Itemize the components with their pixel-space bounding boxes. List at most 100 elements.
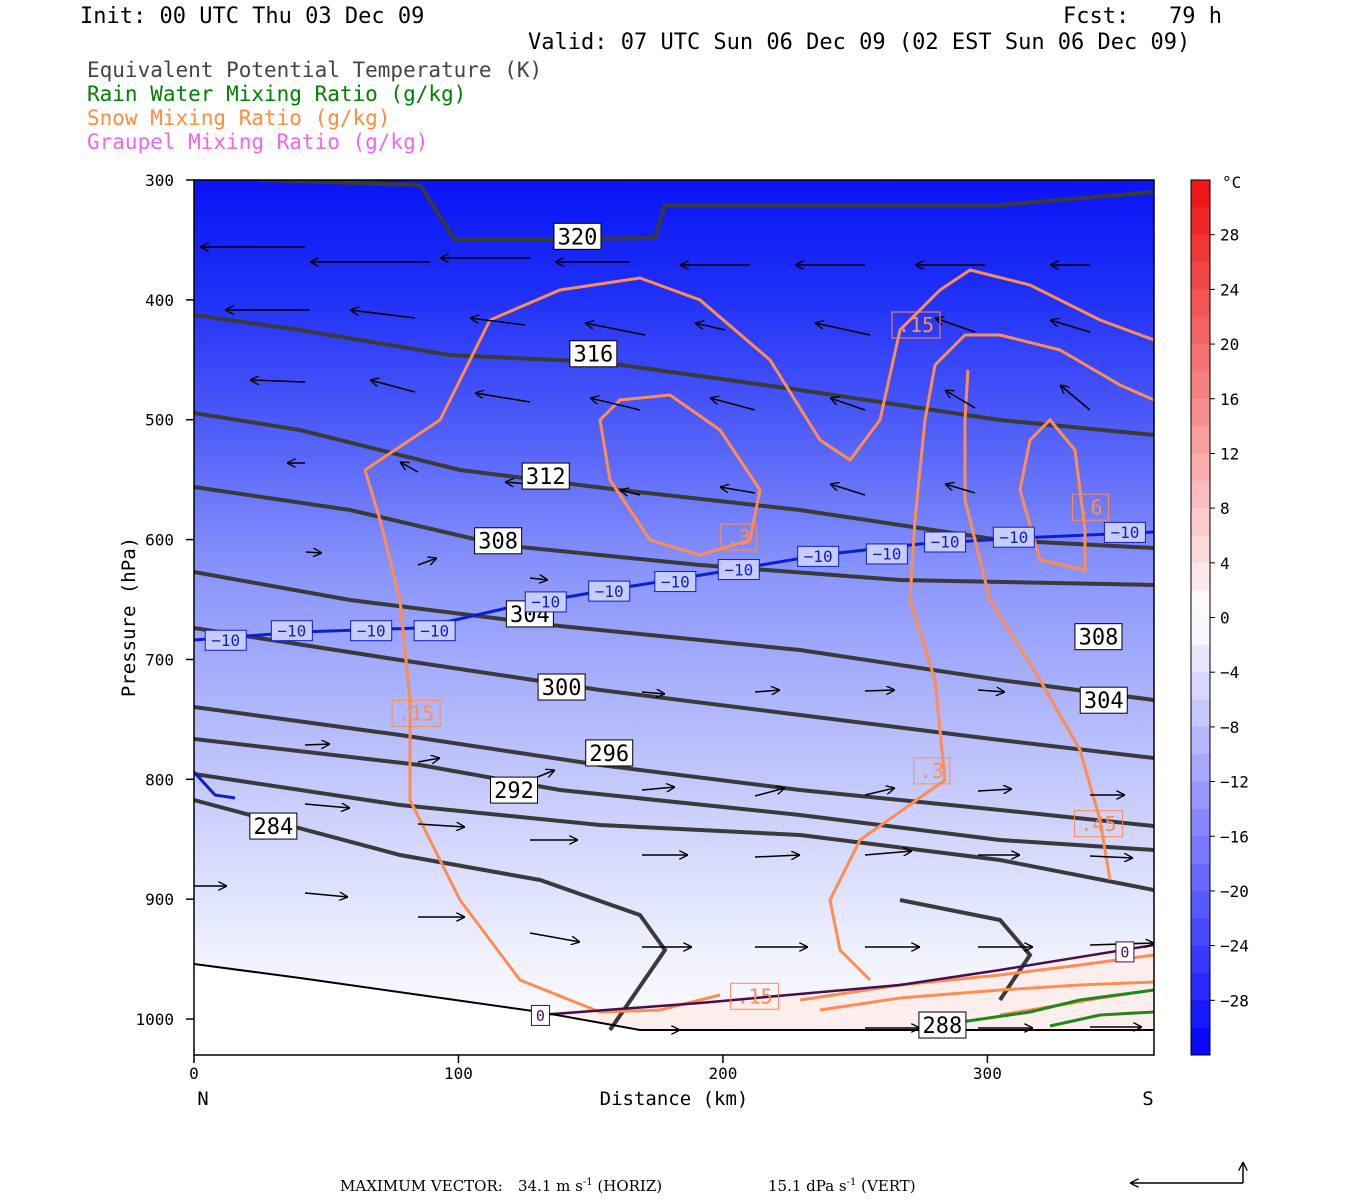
temperature-label-box [865, 543, 908, 565]
horiz-value: 34.1 m s [518, 1177, 583, 1195]
colorbar-unit: °C [1222, 173, 1241, 192]
colorbar-bin [1191, 316, 1210, 345]
colorbar-tick-label: 16 [1220, 390, 1239, 409]
temperature-label-box [992, 526, 1035, 548]
x-tick-label: 300 [973, 1064, 1002, 1083]
theta-e-label-box [918, 1011, 967, 1039]
x-tick-label: 100 [444, 1064, 473, 1083]
theta-e-label-box [490, 776, 538, 804]
temperature-label: −10 [724, 560, 753, 579]
colorbar-bin [1191, 945, 1210, 974]
snow-label-box [913, 757, 951, 785]
theta-e-label: 320 [558, 225, 598, 250]
temperature-label: −10 [1110, 523, 1139, 542]
legend-rain: Rain Water Mixing Ratio (g/kg) [87, 82, 467, 106]
colorbar-bin [1191, 180, 1210, 208]
snow-label-box [1072, 493, 1110, 521]
distance-axis: 0 100 200 300 [189, 1055, 1002, 1083]
snow-label-box [391, 699, 441, 727]
temperature-label: −10 [931, 533, 960, 552]
temperature-colorbar: 28 24 20 16 12 8 4 0 −4 −8 −12 −16 −20 −24 −28 [1190, 179, 1249, 1056]
horiz-tag: (HORIZ) [597, 1177, 663, 1195]
theta-e-label: 316 [573, 343, 613, 368]
snow-contours [363, 268, 1154, 1017]
colorbar-bin [1191, 918, 1210, 947]
legend-snow: Snow Mixing Ratio (g/kg) [87, 106, 391, 130]
snow-label: .15 [398, 702, 434, 726]
snow-label: .15 [737, 984, 773, 1008]
theta-e-label-box [569, 340, 618, 368]
colorbar-bin [1191, 617, 1210, 646]
x-axis-right-end: S [1142, 1088, 1153, 1110]
colorbar-bin [1191, 972, 1210, 1001]
x-tick-label: 0 [189, 1064, 199, 1083]
temperature-label: −10 [277, 621, 306, 640]
temperature-label: −10 [420, 621, 449, 640]
graupel-contours [539, 943, 1154, 1017]
colorbar-tick-label: −12 [1220, 773, 1249, 792]
theta-e-label: 308 [478, 530, 518, 555]
graupel-label-box [530, 1004, 550, 1026]
snow-label: .6 [1078, 495, 1102, 519]
colorbar-bin [1191, 262, 1210, 290]
wind-vectors [194, 247, 1154, 1030]
colorbar-bin [1191, 207, 1210, 236]
theta-e-label: 284 [253, 815, 293, 840]
colorbar-tick-label: 24 [1220, 280, 1239, 299]
colorbar-bin [1191, 398, 1210, 427]
init-time: Init: 00 UTC Thu 03 Dec 09 [80, 4, 425, 29]
legend-theta-e: Equivalent Potential Temperature (K) [87, 58, 543, 82]
temperature-label-box [1103, 521, 1146, 543]
y-tick-label: 1000 [135, 1010, 174, 1029]
colorbar-tick-label: 12 [1220, 444, 1239, 463]
colorbar-bin [1191, 1027, 1210, 1056]
valid-time: Valid: 07 UTC Sun 06 Dec 09 (02 EST Sun … [528, 30, 1191, 55]
colorbar-tick-label: −16 [1220, 827, 1249, 846]
colorbar-bin [1191, 863, 1210, 892]
temperature-label: −10 [661, 572, 690, 591]
vert-tag: (VERT) [861, 1177, 916, 1195]
colorbar-bin [1191, 699, 1210, 728]
colorbar-tick-label: −24 [1220, 937, 1249, 956]
y-axis-title: Pressure (hPa) [118, 537, 140, 697]
snow-label-box [720, 523, 758, 551]
temperature-label: −10 [357, 621, 386, 640]
snow-label: .3 [727, 525, 751, 549]
temperature-label: −10 [872, 545, 901, 564]
temperature-label-box [413, 620, 456, 642]
colorbar-tick-label: −8 [1220, 718, 1239, 737]
theta-e-label-box [537, 673, 586, 701]
y-tick-label: 500 [145, 411, 174, 430]
y-tick-label: 700 [145, 650, 174, 669]
theta-e-label-box [521, 462, 570, 490]
y-tick-label: 600 [145, 531, 174, 550]
colorbar-bin [1191, 426, 1210, 454]
reference-vector [1130, 1162, 1243, 1183]
x-axis-title: Distance (km) [600, 1088, 749, 1110]
snow-label: .15 [898, 313, 934, 337]
colorbar-tick-label: −4 [1220, 663, 1239, 682]
theta-e-label-box [249, 812, 298, 840]
temperature-label-box [924, 531, 967, 553]
colorbar-bin [1191, 453, 1210, 482]
temperature-label: −10 [211, 631, 240, 650]
snow-label-box [891, 311, 941, 339]
vert-value: 15.1 dPa s [768, 1177, 847, 1195]
y-tick-label: 800 [145, 770, 174, 789]
colorbar-bin [1191, 836, 1210, 865]
temperature-label-box [717, 559, 760, 581]
graupel-labels: 00 [530, 941, 1135, 1026]
legend-graupel: Graupel Mixing Ratio (g/kg) [87, 130, 429, 154]
colorbar-tick-label: 4 [1220, 554, 1230, 573]
colorbar-tick-label: 8 [1220, 499, 1230, 518]
colorbar-bin [1191, 289, 1210, 318]
graupel-label: 0 [536, 1007, 545, 1025]
snow-label: .3 [920, 759, 944, 783]
horiz-exponent: -1 [582, 1177, 593, 1188]
temperature-label-box [350, 620, 393, 642]
colorbar-bin [1191, 890, 1210, 919]
colorbar-tick-label: 0 [1220, 609, 1230, 628]
theta-e-label: 308 [1079, 626, 1119, 651]
